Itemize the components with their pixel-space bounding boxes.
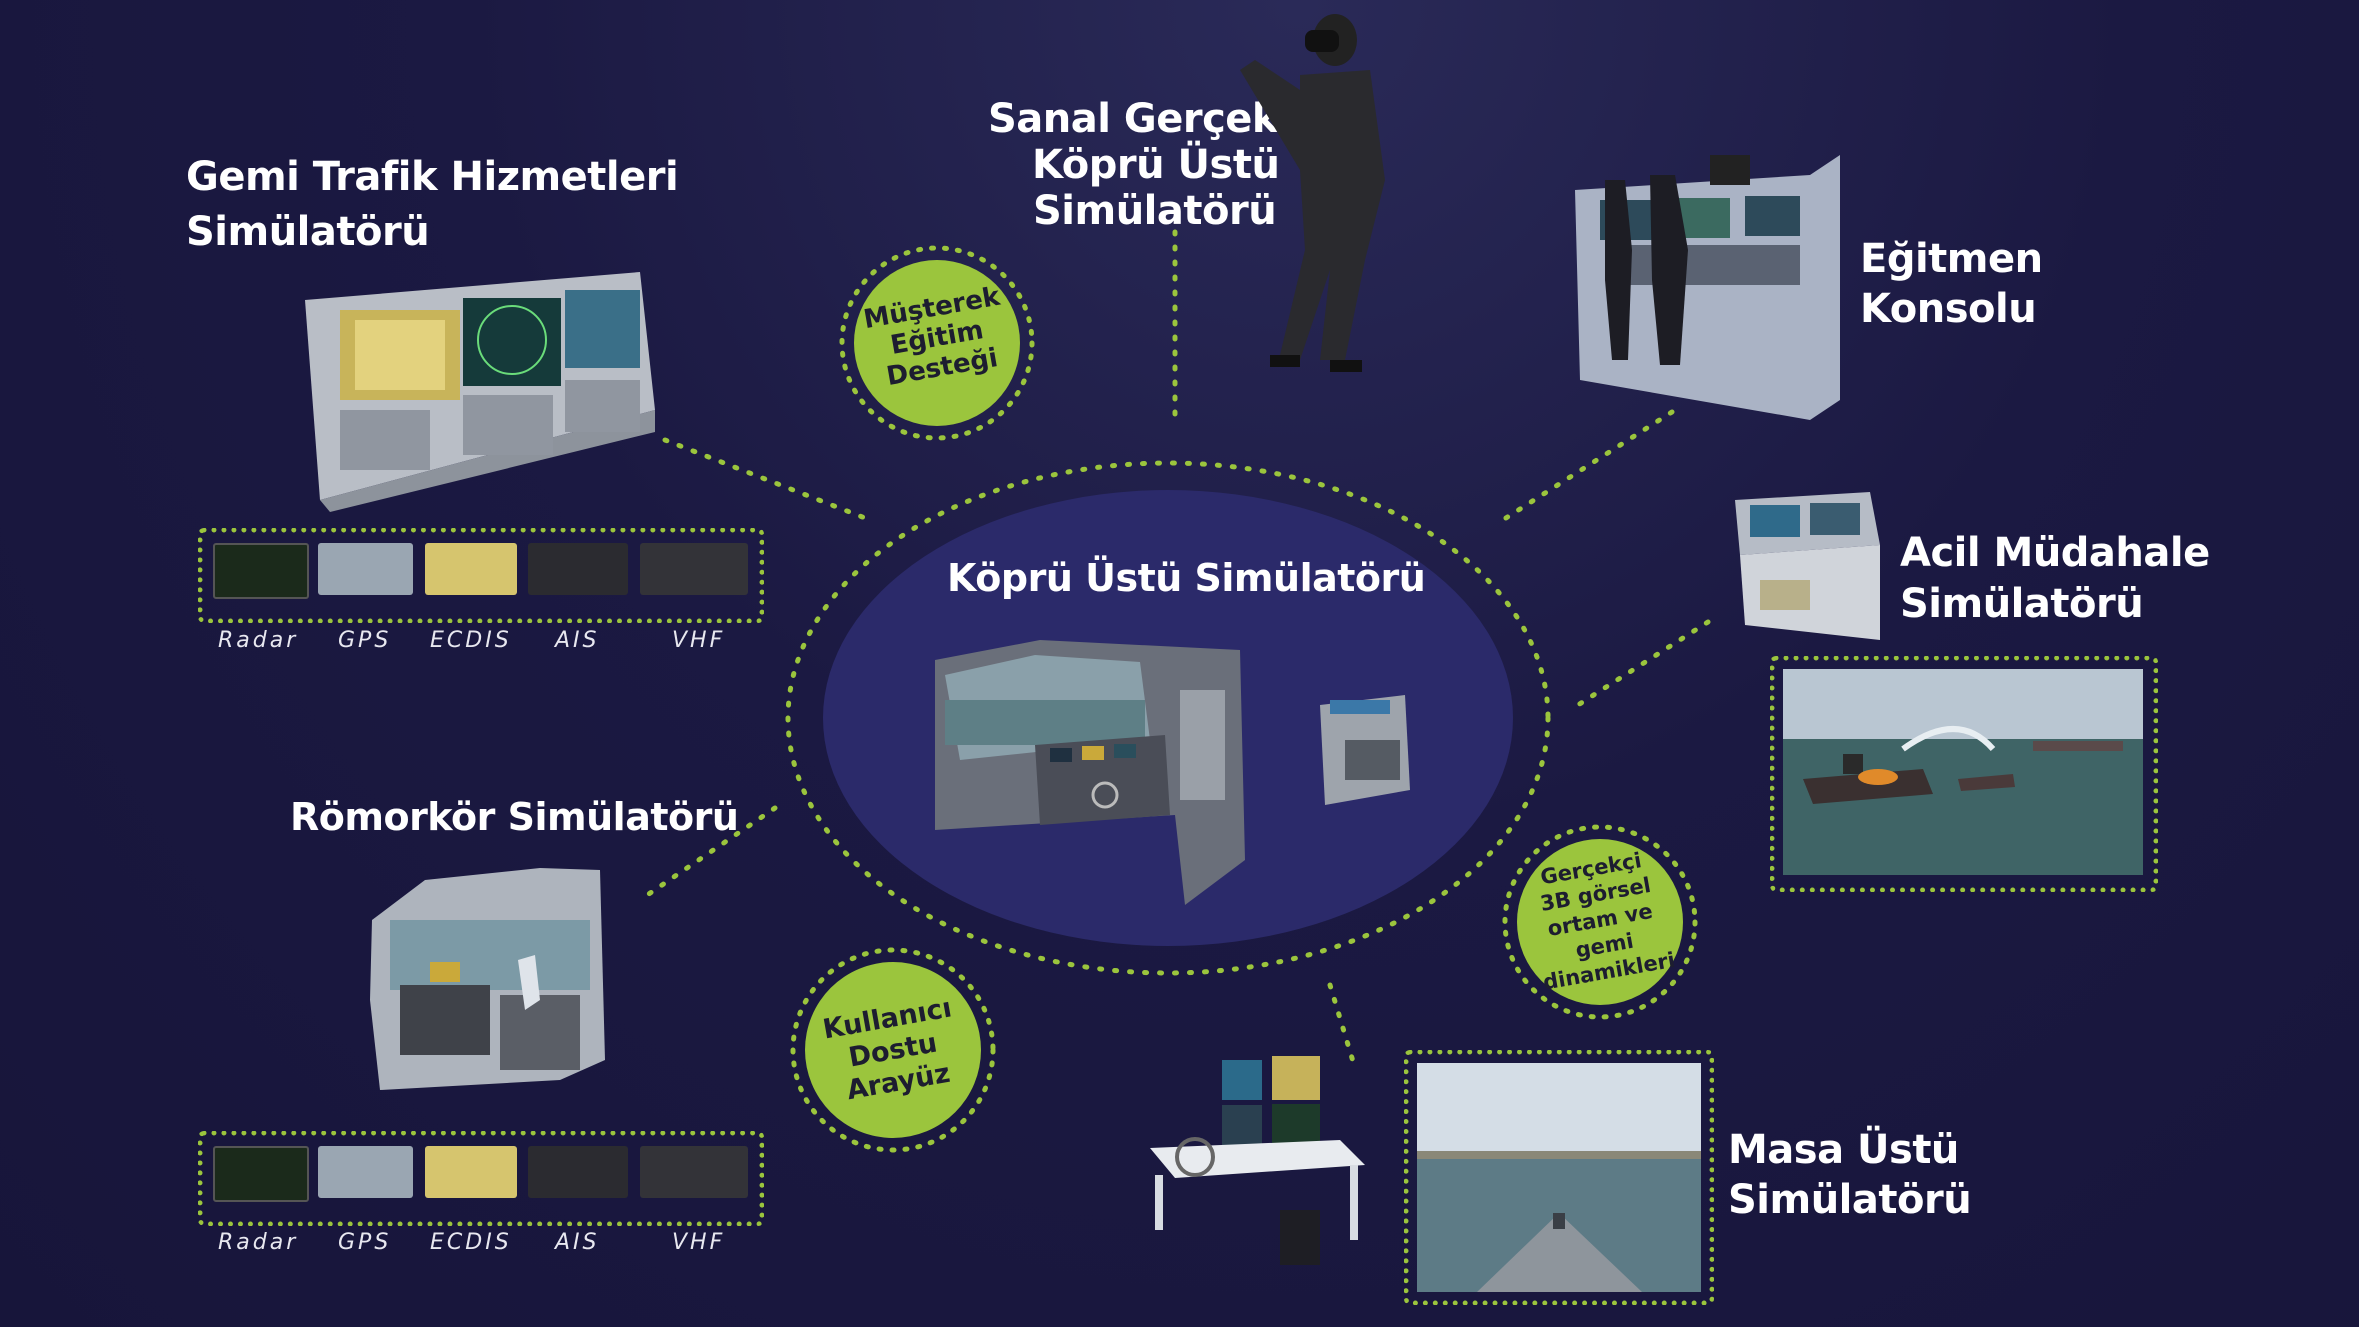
central-ring xyxy=(785,460,1551,976)
tug-title: Römorkör Simülatörü xyxy=(290,795,739,839)
line-vts xyxy=(662,437,868,521)
emergency-screen-frame xyxy=(1770,656,2158,892)
ecdis-device-image xyxy=(425,543,517,595)
emergency-title-line2: Simülatörü xyxy=(1900,581,2144,627)
instructor-title-line2: Konsolu xyxy=(1860,286,2037,332)
vhf-device-image xyxy=(640,1146,748,1198)
line-desktop xyxy=(1327,982,1358,1071)
desktop-title-line1: Masa Üstü xyxy=(1728,1127,1959,1173)
ecdis-device-image xyxy=(425,1146,517,1198)
vts-title-line2: Simülatörü xyxy=(186,209,430,255)
label-gps-bottom: GPS xyxy=(338,1230,392,1255)
device-strip-bottom xyxy=(198,1131,764,1226)
desktop-title-line2: Simülatörü xyxy=(1728,1177,1972,1223)
emergency-title-line1: Acil Müdahale xyxy=(1900,530,2210,576)
label-vhf-bottom: VHF xyxy=(672,1230,726,1255)
vhf-device-image xyxy=(640,543,748,595)
emergency-scene-image xyxy=(1783,669,2143,875)
label-ais-bottom: AIS xyxy=(555,1230,600,1255)
desktop-screen-frame xyxy=(1404,1050,1714,1305)
desktop-scene-image xyxy=(1417,1063,1701,1292)
radar-device-image xyxy=(213,543,309,599)
ais-device-image xyxy=(528,1146,628,1198)
center-title: Köprü Üstü Simülatörü xyxy=(947,556,1426,600)
label-radar-top: Radar xyxy=(218,628,299,653)
label-vhf-top: VHF xyxy=(672,628,726,653)
vr-title-line2: Köprü Üstü xyxy=(1032,142,1280,188)
label-ecdis-top: ECDIS xyxy=(430,628,512,653)
radar-device-image xyxy=(213,1146,309,1202)
line-instructor xyxy=(1492,409,1675,528)
vts-title-line1: Gemi Trafik Hizmetleri xyxy=(186,154,679,200)
line-emergency xyxy=(1575,619,1711,708)
label-ais-top: AIS xyxy=(555,628,600,653)
vr-title-line3: Simülatörü xyxy=(1033,188,1277,234)
label-ecdis-bottom: ECDIS xyxy=(430,1230,512,1255)
instructor-title-line1: Eğitmen xyxy=(1860,236,2043,282)
gps-device-image xyxy=(318,1146,413,1198)
line-tug xyxy=(637,805,778,903)
label-gps-top: GPS xyxy=(338,628,392,653)
label-radar-bottom: Radar xyxy=(218,1230,299,1255)
gps-device-image xyxy=(318,543,413,595)
ais-device-image xyxy=(528,543,628,595)
device-strip-top xyxy=(198,528,764,623)
